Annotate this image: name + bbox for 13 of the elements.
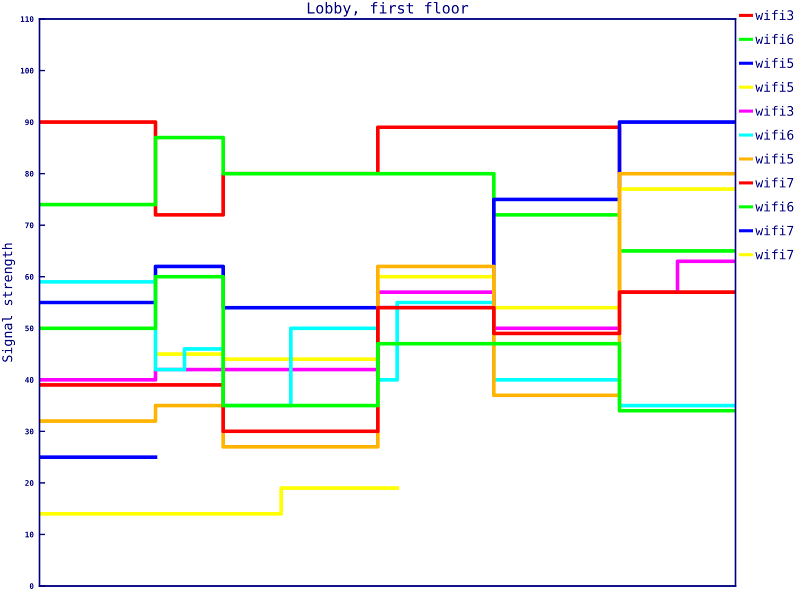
legend-label: wifi5 [755, 154, 794, 164]
y-axis-title: Signal strength [2, 243, 15, 362]
legend-label: wifi6 [755, 34, 794, 44]
chart-title: Lobby, first floor [308, 2, 468, 17]
legend-label: wifi3 [755, 10, 794, 20]
legend-label: wifi7 [755, 225, 794, 236]
legend-label: wifi5 [755, 82, 794, 92]
legend-label: wifi6 [755, 130, 794, 140]
legend-label: wifi6 [755, 202, 794, 212]
legend-label: wifi3 [755, 106, 794, 116]
legend-label: wifi7 [755, 249, 794, 260]
legend-label: wifi5 [755, 58, 794, 68]
legend-label: wifi7 [755, 178, 794, 188]
